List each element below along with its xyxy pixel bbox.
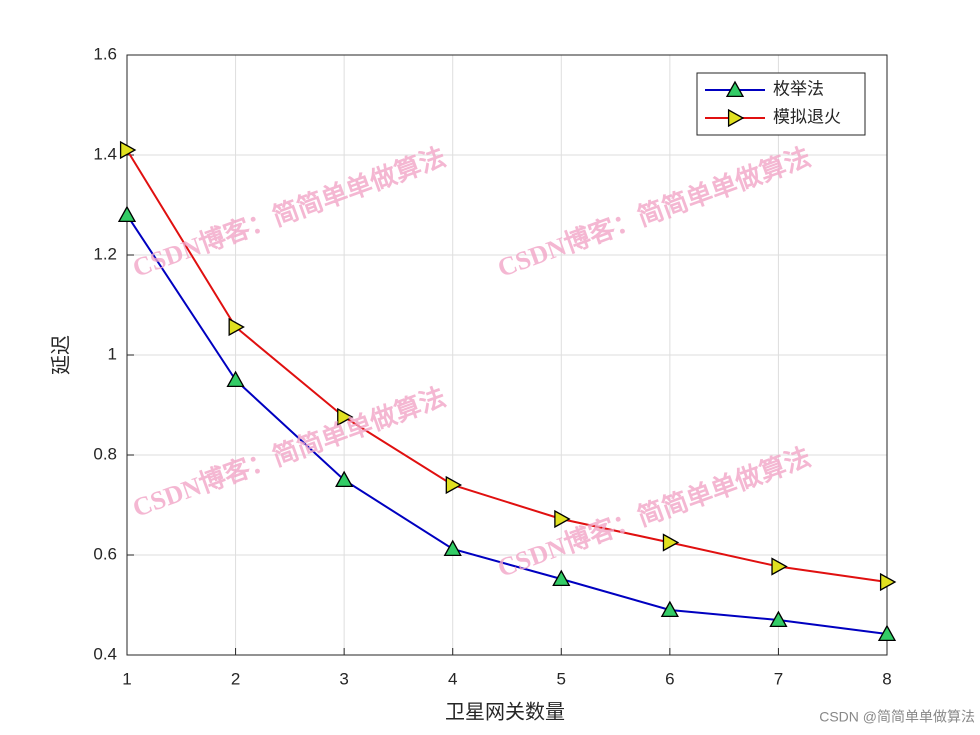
legend-label: 枚举法 bbox=[773, 79, 824, 98]
y-tick-label: 1.4 bbox=[93, 144, 117, 163]
y-tick-label: 0.6 bbox=[93, 544, 117, 563]
marker bbox=[552, 569, 571, 587]
credit: CSDN @简简单单做算法 bbox=[819, 709, 975, 725]
marker bbox=[877, 624, 897, 642]
marker bbox=[725, 80, 745, 98]
marker bbox=[662, 533, 680, 552]
series-line bbox=[126, 214, 888, 635]
x-tick-label: 4 bbox=[448, 669, 457, 688]
y-tick-label: 0.8 bbox=[93, 444, 117, 463]
marker bbox=[443, 539, 462, 557]
legend-box bbox=[696, 72, 866, 136]
marker bbox=[228, 317, 245, 337]
axes-box bbox=[126, 54, 888, 656]
marker bbox=[119, 140, 137, 160]
marker bbox=[554, 509, 571, 529]
y-tick-label: 1 bbox=[108, 344, 117, 363]
marker bbox=[117, 205, 137, 223]
marker bbox=[445, 475, 463, 495]
legend-label: 模拟退火 bbox=[773, 107, 841, 126]
x-tick-label: 7 bbox=[774, 669, 783, 688]
marker bbox=[769, 610, 788, 628]
marker bbox=[226, 370, 245, 388]
x-tick-label: 6 bbox=[665, 669, 674, 688]
x-tick-label: 8 bbox=[882, 669, 891, 688]
series-line bbox=[126, 149, 888, 583]
y-axis-label: 延迟 bbox=[49, 335, 72, 375]
marker bbox=[335, 470, 354, 488]
x-tick-label: 2 bbox=[231, 669, 240, 688]
x-axis-label: 卫星网关数量 bbox=[445, 700, 565, 723]
x-tick-label: 1 bbox=[122, 669, 131, 688]
x-tick-label: 3 bbox=[339, 669, 348, 688]
y-tick-label: 0.4 bbox=[93, 644, 117, 663]
y-tick-label: 1.6 bbox=[93, 44, 117, 63]
marker bbox=[660, 600, 679, 618]
marker bbox=[771, 557, 788, 576]
marker bbox=[337, 407, 354, 427]
x-tick-label: 5 bbox=[557, 669, 566, 688]
y-tick-label: 1.2 bbox=[93, 244, 117, 263]
marker bbox=[727, 108, 745, 128]
marker bbox=[879, 572, 897, 592]
